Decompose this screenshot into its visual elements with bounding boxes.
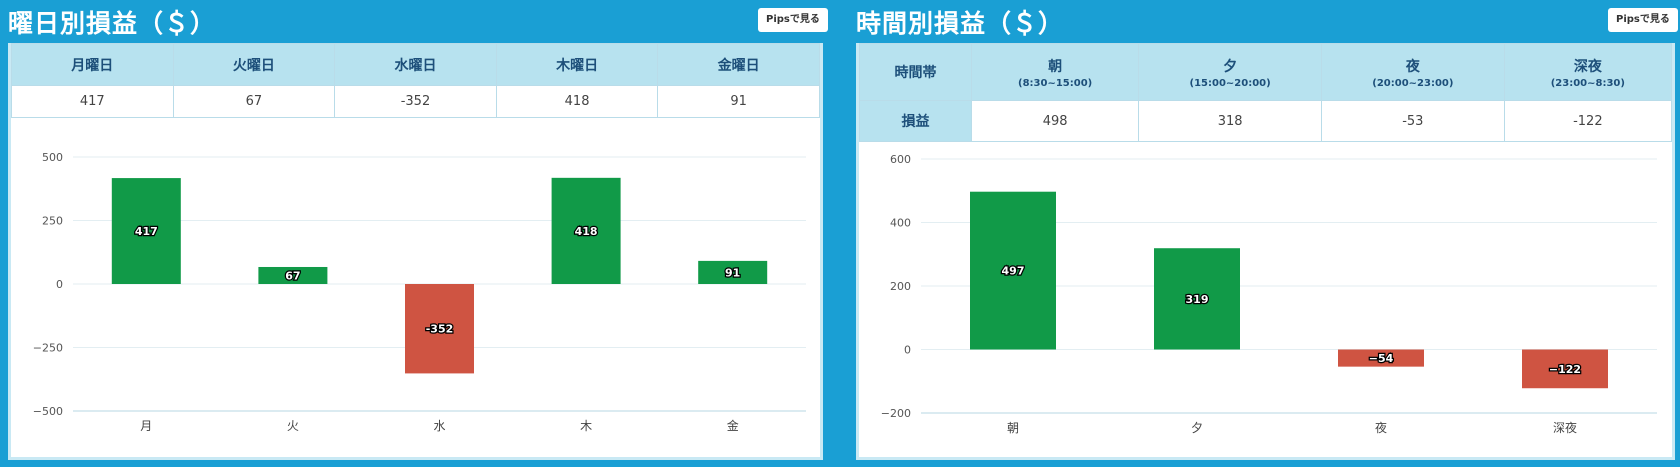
hourly-x-tick-label: 夜 — [1375, 420, 1387, 435]
weekday-data-label: 67 — [285, 269, 300, 282]
weekday-data-label: 417 — [135, 225, 158, 238]
hourly-y-tick-label: −200 — [881, 407, 911, 420]
weekday-data-label: 91 — [725, 266, 740, 279]
hourly-header-morning-label: 朝 — [1048, 58, 1063, 75]
weekday-x-tick-label: 火 — [287, 419, 299, 433]
hourly-value-latenight: -122 — [1503, 100, 1673, 142]
weekday-x-tick-label: 水 — [433, 419, 445, 433]
hourly-header-evening: 夕 (15:00~20:00) — [1138, 43, 1322, 101]
weekday-panel-title: 曜日別損益（＄） — [8, 9, 217, 38]
hourly-data-label: −122 — [1549, 363, 1581, 376]
weekday-chart: 500 250 0 −250 −500 417 月 67 火 -352 水 418 木 91 金 — [33, 151, 806, 433]
weekday-header-tue: 火曜日 — [172, 43, 336, 86]
weekday-value-wed: -352 — [334, 85, 497, 118]
hourly-x-tick-label: 朝 — [1007, 421, 1019, 435]
weekday-panel: 曜日別損益（＄） Pipsで見る 月曜日 火曜日 水曜日 木曜日 金曜日 417… — [0, 0, 832, 467]
hourly-header-latenight-sub: (23:00~8:30) — [1550, 77, 1625, 89]
hourly-header-evening-sub: (15:00~20:00) — [1189, 77, 1271, 89]
hourly-pips-button[interactable]: Pipsで見る — [1608, 8, 1678, 32]
hourly-header-morning-sub: (8:30~15:00) — [1018, 77, 1093, 89]
hourly-row-label: 損益 — [859, 100, 972, 142]
hourly-header-evening-label: 夕 — [1223, 58, 1238, 75]
hourly-panel-title: 時間別損益（＄） — [856, 9, 1065, 38]
weekday-card: 月曜日 火曜日 水曜日 木曜日 金曜日 417 67 -352 418 91 — [8, 43, 823, 460]
weekday-y-tick-label: 500 — [42, 151, 63, 164]
hourly-data-label: 319 — [1186, 293, 1209, 306]
weekday-x-tick-label: 木 — [580, 419, 592, 433]
weekday-header-mon: 月曜日 — [11, 43, 174, 86]
hourly-panel: 時間別損益（＄） Pipsで見る 時間帯 朝 (8:30~15:00) 夕 (15:… — [848, 0, 1680, 467]
hourly-value-morning: 498 — [970, 100, 1140, 142]
weekday-bar[interactable] — [111, 178, 181, 284]
hourly-bar[interactable] — [970, 191, 1056, 350]
hourly-value-row: 損益 498 318 -53 -122 — [859, 100, 1673, 142]
weekday-data-label: -352 — [426, 323, 454, 336]
hourly-data-label: 497 — [1002, 265, 1025, 278]
hourly-header-latenight-label: 深夜 — [1573, 58, 1602, 75]
weekday-y-tick-label: −500 — [33, 405, 63, 418]
weekday-y-tick-label: 250 — [42, 215, 63, 228]
hourly-x-tick-label: 深夜 — [1553, 420, 1577, 435]
hourly-chart: 600 400 200 0 −200 497 朝 319 夕 −54 夜 −122 深夜 — [881, 153, 1657, 435]
hourly-bar[interactable] — [1522, 349, 1608, 389]
weekday-x-tick-label: 月 — [140, 419, 152, 433]
hourly-header-night-label: 夜 — [1405, 58, 1420, 75]
weekday-pips-button[interactable]: Pipsで見る — [758, 8, 828, 32]
hourly-bar[interactable] — [1338, 349, 1424, 367]
weekday-bar[interactable] — [698, 260, 768, 284]
hourly-summary-table: 時間帯 朝 (8:30~15:00) 夕 (15:00~20:00) 夜 (20:00… — [859, 43, 1673, 142]
weekday-value-mon: 417 — [11, 85, 174, 118]
hourly-bar[interactable] — [1154, 248, 1240, 350]
hourly-header-row: 時間帯 朝 (8:30~15:00) 夕 (15:00~20:00) 夜 (20:00… — [859, 43, 1673, 101]
weekday-value-fri: 91 — [657, 85, 820, 118]
weekday-value-thu: 418 — [495, 85, 659, 118]
hourly-corner-header: 時間帯 — [859, 43, 972, 101]
weekday-header-wed: 水曜日 — [334, 43, 497, 86]
hourly-value-evening: 318 — [1138, 100, 1322, 142]
hourly-data-label: −54 — [1369, 352, 1394, 365]
weekday-header-fri: 金曜日 — [657, 43, 820, 86]
hourly-header-night: 夜 (20:00~23:00) — [1320, 43, 1505, 101]
weekday-x-tick-label: 金 — [727, 418, 739, 433]
weekday-value-tue: 67 — [172, 85, 336, 118]
weekday-y-tick-label: 0 — [56, 278, 63, 291]
weekday-header-row: 月曜日 火曜日 水曜日 木曜日 金曜日 — [11, 43, 820, 86]
hourly-x-tick-label: 夕 — [1191, 421, 1203, 435]
hourly-y-tick-label: 0 — [904, 344, 911, 357]
hourly-value-night: -53 — [1320, 100, 1505, 142]
weekday-y-tick-label: −250 — [33, 342, 63, 355]
hourly-y-tick-label: 600 — [890, 153, 911, 166]
hourly-y-tick-label: 200 — [890, 280, 911, 293]
weekday-bar[interactable] — [405, 284, 474, 374]
hourly-card: 時間帯 朝 (8:30~15:00) 夕 (15:00~20:00) 夜 (20:00… — [856, 43, 1675, 460]
hourly-header-morning: 朝 (8:30~15:00) — [970, 43, 1140, 101]
hourly-header-latenight: 深夜 (23:00~8:30) — [1503, 43, 1673, 101]
weekday-header-thu: 木曜日 — [495, 43, 659, 86]
weekday-data-label: 418 — [575, 225, 598, 238]
weekday-value-row: 417 67 -352 418 91 — [11, 85, 820, 118]
hourly-header-night-sub: (20:00~23:00) — [1372, 77, 1454, 89]
weekday-bar[interactable] — [551, 177, 621, 284]
hourly-y-tick-label: 400 — [890, 217, 911, 230]
weekday-summary-table: 月曜日 火曜日 水曜日 木曜日 金曜日 417 67 -352 418 91 — [11, 43, 820, 118]
weekday-bar[interactable] — [258, 266, 328, 284]
